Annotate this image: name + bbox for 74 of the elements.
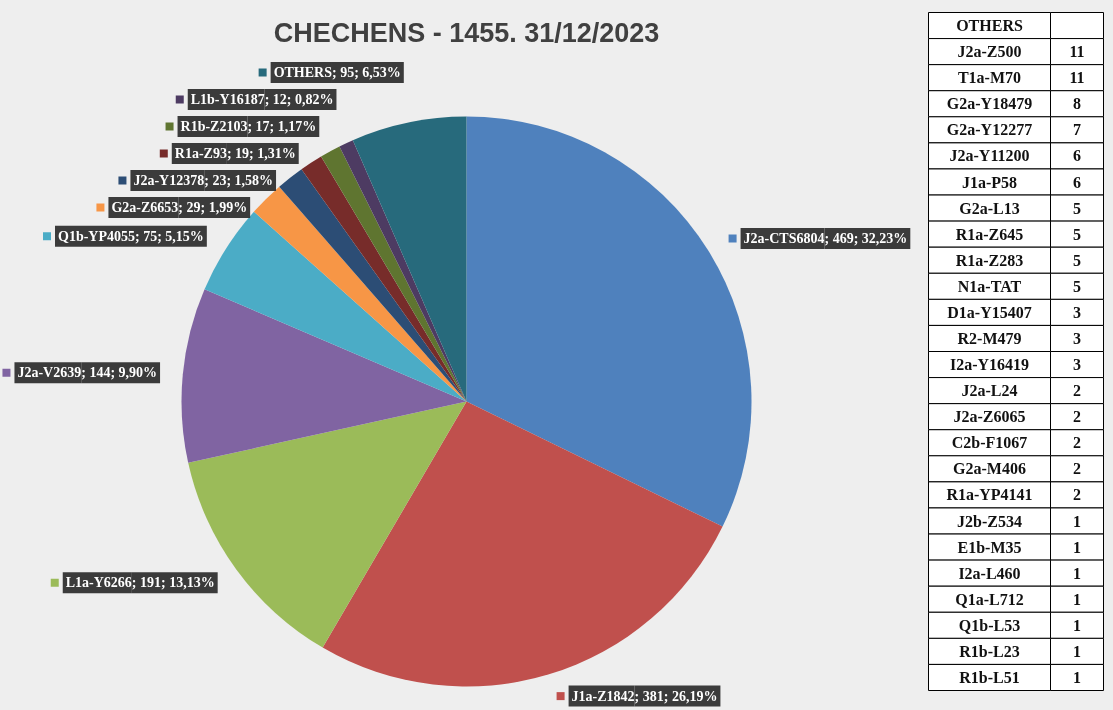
data-label: 5 <box>1073 225 1081 243</box>
data-label: ; 144; 9,90% <box>81 365 158 381</box>
category-label: J2a-Z500 <box>957 43 1022 61</box>
category-label: Q1b-L53 <box>958 616 1021 634</box>
text: OTHERS <box>956 17 1023 35</box>
data-label: ; 75; 5,15% <box>135 228 204 244</box>
category-label: D1a-Y15407 <box>947 303 1032 321</box>
category-label: T1a-M70 <box>957 69 1022 87</box>
data-label: 2 <box>1073 408 1081 426</box>
legend-label: J2a-CTS6804 <box>743 230 825 246</box>
data-label: 6 <box>1073 147 1081 165</box>
legend-label: Q1b-YP4055 <box>58 228 136 244</box>
data-label: 3 <box>1073 303 1081 321</box>
category-label: J2a-L24 <box>961 382 1018 400</box>
data-label: 1 <box>1073 642 1081 660</box>
category-label: I2a-Y16419 <box>949 356 1030 374</box>
category-label: R1b-L23 <box>959 642 1020 660</box>
data-label: ; 191; 13,13% <box>131 575 215 591</box>
category-label: R2-M479 <box>957 329 1022 347</box>
data-label: ; 17; 1,17% <box>247 118 317 134</box>
category-label: C2b-F1067 <box>951 434 1028 452</box>
category-label: N1a-TAT <box>957 277 1022 295</box>
data-label: 5 <box>1073 277 1081 295</box>
data-label: ; 23; 1,58% <box>204 172 274 188</box>
data-label: ; 469; 32,23% <box>824 230 908 246</box>
legend-label: J2a-V2639 <box>17 365 82 381</box>
data-label: 6 <box>1073 173 1081 191</box>
data-label: 2 <box>1073 460 1081 478</box>
data-label: ; 95; 6,53% <box>331 64 401 80</box>
data-label: 7 <box>1073 121 1081 139</box>
category-label: J2b-Z534 <box>957 512 1022 530</box>
category-label: R1a-Z283 <box>955 251 1024 269</box>
legend-label: L1a-Y6266 <box>65 575 132 591</box>
legend-label: R1a-Z93 <box>174 145 227 161</box>
data-label: ; 19; 1,31% <box>226 145 296 161</box>
legend-label: J2a-Y12378 <box>133 172 205 188</box>
data-label: 1 <box>1073 538 1081 556</box>
data-label: 1 <box>1073 668 1081 686</box>
category-label: G2a-Y12277 <box>946 121 1033 139</box>
category-label: J1a-P58 <box>961 173 1018 191</box>
legend-label: OTHERS <box>273 64 333 80</box>
category-label: J2a-Y11200 <box>949 147 1030 165</box>
data-label: 8 <box>1073 95 1081 113</box>
data-label: 5 <box>1073 251 1081 269</box>
category-label: I2a-L460 <box>958 564 1021 582</box>
legend-label: G2a-Z6653 <box>111 199 179 215</box>
data-label: 1 <box>1073 590 1081 608</box>
category-label: E1b-M35 <box>957 538 1022 556</box>
legend-label: J1a-Z1842 <box>571 688 635 704</box>
data-label: 11 <box>1069 43 1085 61</box>
category-label: G2a-M406 <box>953 460 1026 478</box>
data-label: 3 <box>1073 329 1081 347</box>
category-label: R1a-Z645 <box>955 225 1024 243</box>
category-label: G2a-L13 <box>959 199 1020 217</box>
data-label: 5 <box>1073 199 1081 217</box>
legend-label: L1b-Y16187 <box>190 91 265 107</box>
data-label: 11 <box>1069 69 1085 87</box>
chart-title: CHECHENS - 1455. 31/12/2023 <box>273 17 660 48</box>
category-label: G2a-Y18479 <box>946 95 1033 113</box>
data-label: 2 <box>1073 382 1081 400</box>
category-label: Q1a-L712 <box>955 590 1024 608</box>
data-label: 1 <box>1073 512 1081 530</box>
data-label: 3 <box>1073 356 1081 374</box>
data-label: 2 <box>1073 486 1081 504</box>
category-label: R1b-L51 <box>959 668 1020 686</box>
category-label: J2a-Z6065 <box>953 408 1026 426</box>
category-label: R1a-YP4141 <box>946 486 1033 504</box>
data-label: ; 381; 26,19% <box>634 688 718 704</box>
data-label: 1 <box>1073 616 1081 634</box>
data-label: 2 <box>1073 434 1081 452</box>
data-label: ; 29; 1,99% <box>178 199 248 215</box>
data-label: ; 12; 0,82% <box>264 91 334 107</box>
data-label: 1 <box>1073 564 1081 582</box>
legend-label: R1b-Z2103 <box>180 118 248 134</box>
